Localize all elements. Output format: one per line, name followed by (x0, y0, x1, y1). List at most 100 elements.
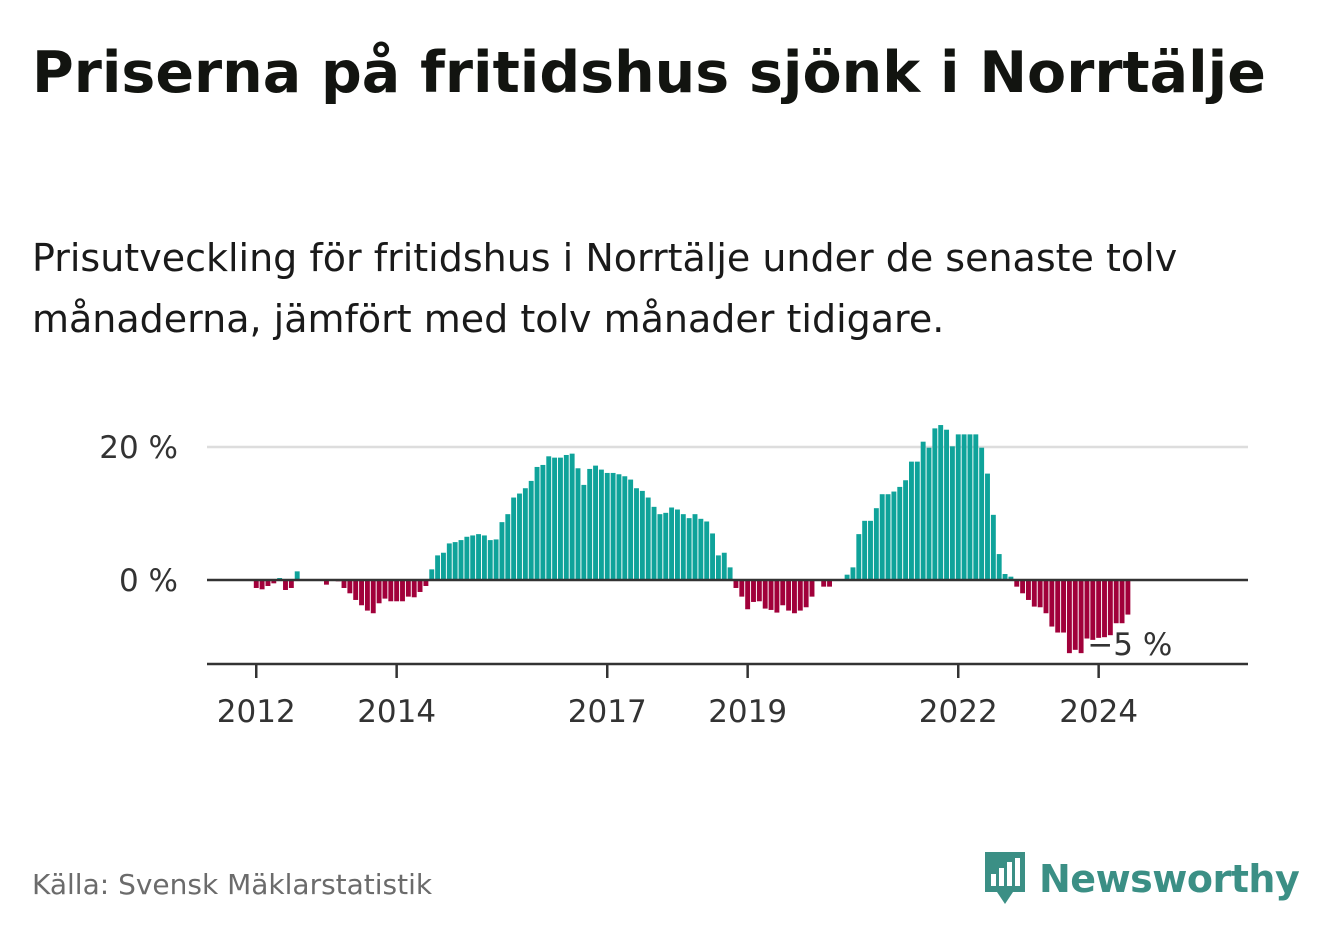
bar (265, 580, 271, 586)
bar (797, 580, 803, 611)
bar (324, 580, 329, 585)
bar (669, 507, 675, 580)
bar (979, 447, 985, 580)
bar (990, 514, 996, 580)
bar (745, 580, 751, 610)
bar (534, 466, 540, 580)
bar (961, 434, 967, 580)
bar (341, 580, 347, 588)
bar (932, 428, 938, 580)
bar (569, 453, 575, 580)
bar (1014, 580, 1020, 587)
bar (727, 567, 733, 580)
bar (604, 472, 610, 581)
bar (710, 533, 715, 580)
bar (844, 574, 850, 580)
bar (675, 509, 680, 580)
bar (657, 514, 663, 580)
bar (891, 491, 897, 581)
bar (1066, 580, 1072, 654)
bar (476, 534, 481, 581)
bar (628, 479, 634, 580)
x-tick-label: 2014 (357, 694, 436, 730)
bar (452, 542, 458, 581)
bar (587, 468, 593, 580)
bar (294, 571, 300, 581)
bar (394, 580, 400, 602)
bar (762, 580, 768, 609)
bar (382, 580, 388, 599)
bar (288, 580, 294, 588)
bar (850, 567, 856, 580)
bar (721, 552, 727, 581)
source-note: Källa: Svensk Mäklarstatistik (32, 868, 433, 901)
bar (1031, 580, 1037, 607)
x-tick-label: 2022 (919, 694, 998, 730)
bar (347, 580, 353, 594)
bar (686, 518, 692, 580)
bar (692, 514, 698, 580)
bar (441, 552, 446, 581)
bar (1125, 580, 1131, 615)
bar (1119, 580, 1125, 624)
bar (423, 580, 429, 586)
bar (914, 461, 920, 580)
bar (862, 520, 868, 581)
bar (528, 480, 534, 580)
bar (405, 580, 411, 597)
bar (563, 454, 569, 580)
bar (634, 488, 639, 580)
x-tick-label: 2017 (568, 694, 647, 730)
bar (780, 580, 786, 606)
bar (517, 493, 522, 580)
bar (751, 580, 756, 602)
bar (1020, 580, 1026, 594)
bar (1107, 580, 1113, 636)
bar (1090, 580, 1096, 640)
bar (283, 580, 288, 590)
bar (821, 580, 827, 587)
bar (698, 518, 704, 580)
bar (376, 580, 382, 604)
bar (417, 580, 423, 592)
chart-title: Priserna på fritidshus sjönk i Norrtälje (32, 40, 1266, 106)
bar (639, 490, 645, 580)
bar (411, 580, 417, 598)
bar (1043, 580, 1049, 614)
bar (364, 580, 370, 611)
bar (873, 508, 879, 580)
bar (996, 554, 1002, 581)
bar (739, 580, 745, 597)
bar (733, 580, 739, 588)
bar (359, 580, 364, 606)
chart-subtitle: Prisutveckling för fritidshus i Norrtälj… (32, 236, 1178, 341)
bar (400, 580, 405, 602)
bar (546, 456, 552, 580)
bar (1102, 580, 1107, 638)
bar (598, 469, 604, 580)
bar (1002, 574, 1008, 580)
bar (920, 441, 926, 580)
bar (1072, 580, 1078, 650)
x-tick-label: 2024 (1059, 694, 1138, 730)
bar (253, 580, 259, 588)
x-tick-label: 2012 (217, 694, 296, 730)
bar (786, 580, 792, 611)
x-tick-label: 2019 (708, 694, 787, 730)
bar (1084, 580, 1090, 639)
bar (593, 465, 598, 580)
bar (464, 536, 470, 580)
bar (470, 535, 476, 580)
bar (487, 540, 493, 580)
bar (768, 580, 774, 610)
bar (715, 555, 721, 580)
bar (388, 580, 394, 602)
bar (868, 520, 873, 581)
bar (259, 580, 265, 590)
bar (967, 434, 973, 580)
bar (616, 474, 622, 580)
bar (558, 457, 563, 580)
bar (973, 434, 979, 580)
bar (435, 555, 441, 580)
